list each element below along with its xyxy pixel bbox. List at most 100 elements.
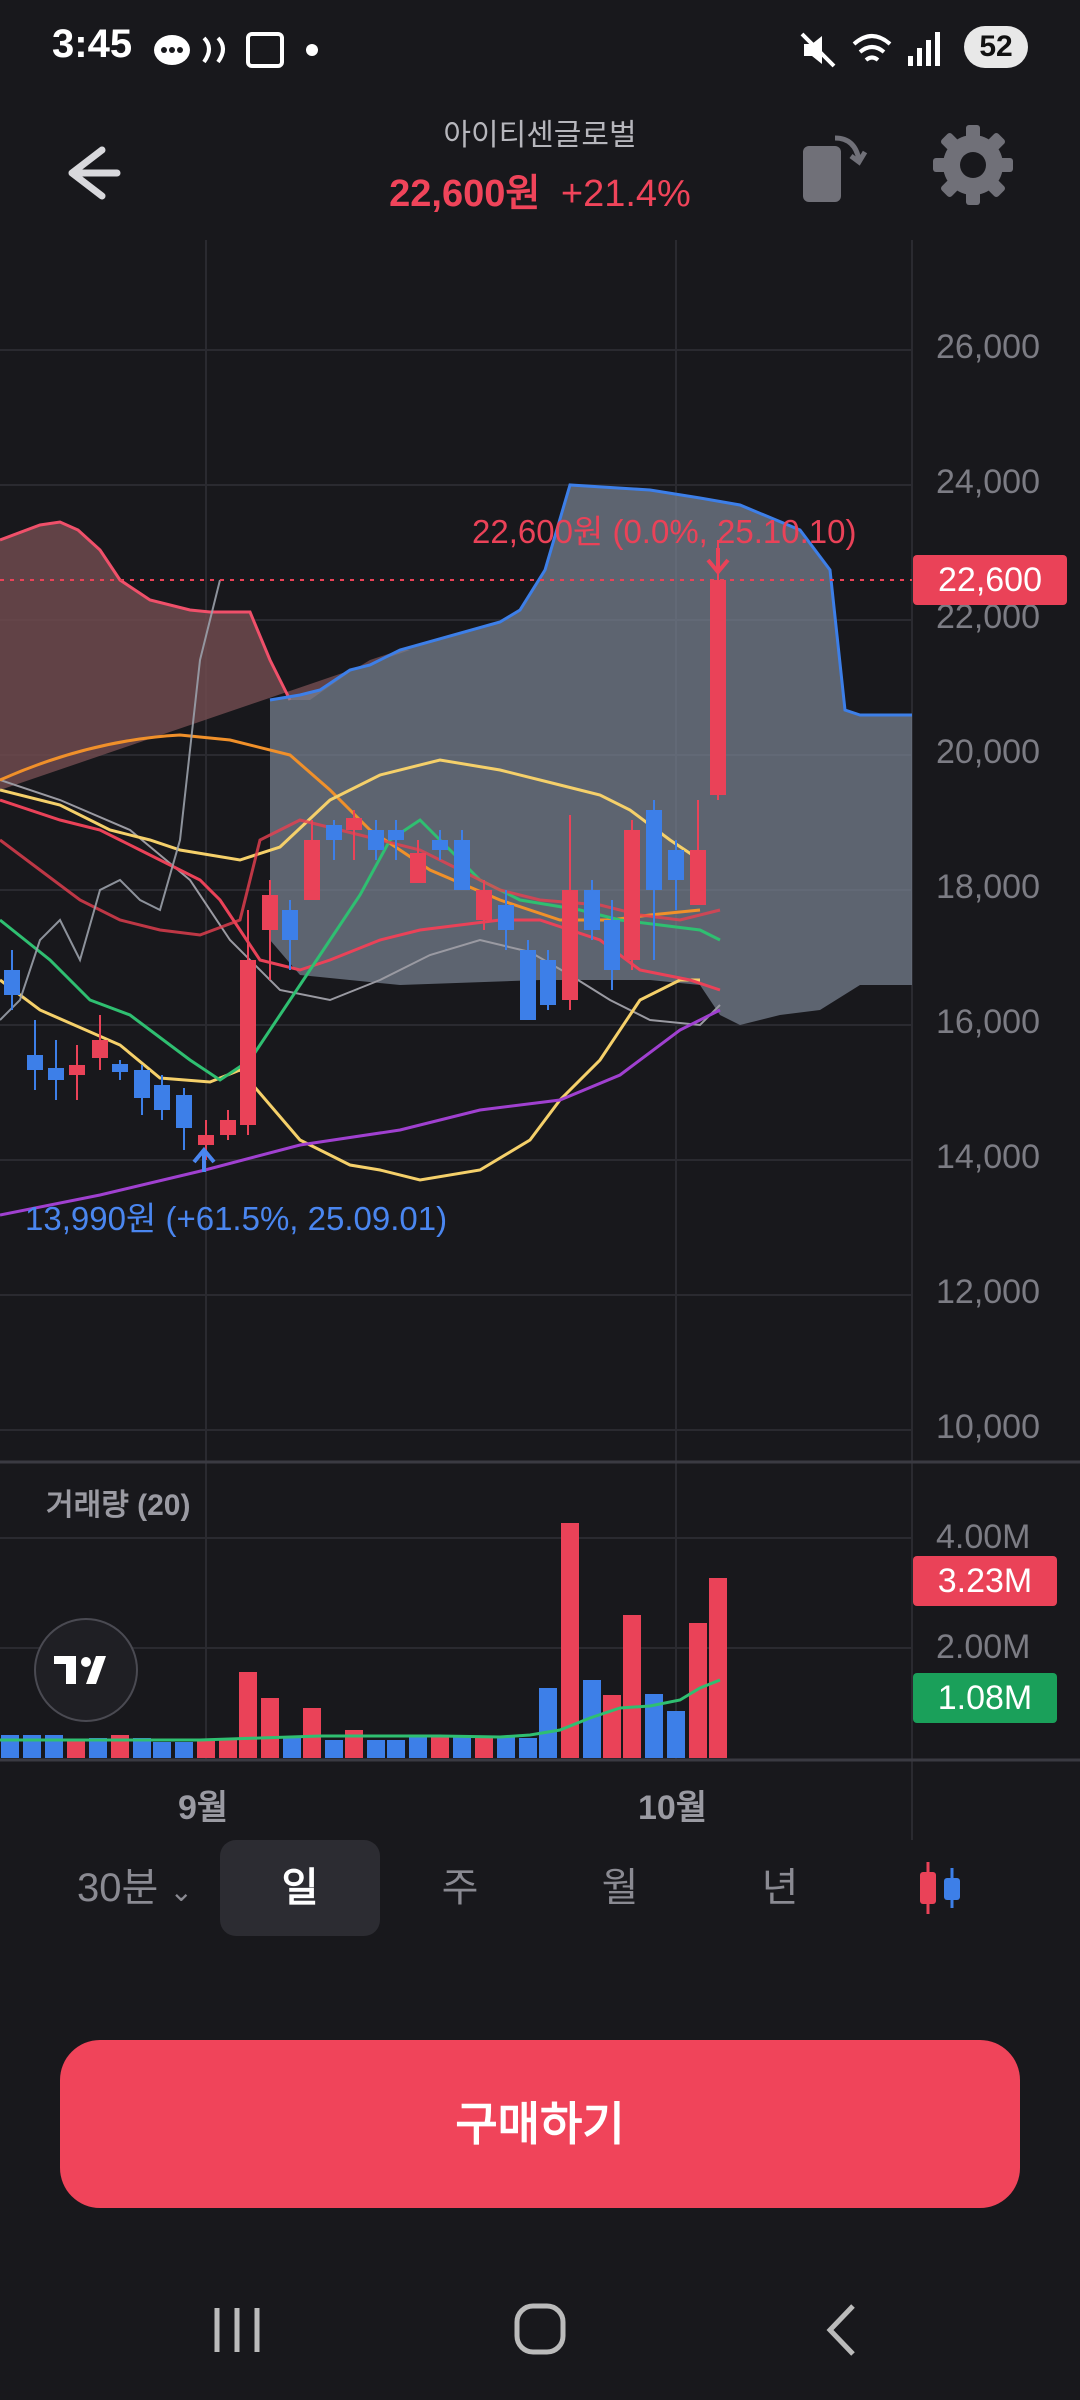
stock-name: 아이티센글로벌 — [443, 119, 637, 152]
signal-icon — [908, 32, 940, 66]
chevron-down-icon: ⌄ — [169, 1876, 193, 1907]
price-chart[interactable]: 26,000 24,000 22,000 20,000 18,000 16,00… — [0, 240, 1080, 1840]
candle-chart-icon[interactable] — [910, 1858, 970, 1918]
candle-body — [4, 970, 20, 995]
candle-body — [48, 1068, 64, 1080]
buy-button[interactable]: 구매하기 — [60, 2040, 1020, 2208]
low-annotation: 13,990원 (+61.5%, 25.09.01) — [25, 1200, 448, 1237]
battery-badge: 52 — [964, 26, 1028, 68]
candle-body — [710, 580, 726, 795]
candle-body — [646, 810, 662, 890]
candle-body — [198, 1135, 214, 1145]
back-button[interactable] — [42, 128, 132, 218]
current-price: 22,600원 — [389, 173, 541, 215]
candle-body — [388, 830, 404, 840]
candle-body — [240, 960, 256, 1125]
period-30min-dropdown[interactable]: 30분 ⌄ — [60, 1840, 210, 1936]
volume-bar — [23, 1735, 41, 1758]
volume-bar — [175, 1742, 193, 1758]
tab-month[interactable]: 월 — [601, 1866, 639, 1910]
volume-bar — [283, 1738, 301, 1758]
volume-bar — [519, 1738, 537, 1758]
volume-title: 거래량 (20) — [46, 1489, 191, 1522]
volume-bar — [583, 1680, 601, 1758]
candle-body — [304, 840, 320, 900]
candle-body — [454, 840, 470, 890]
candle-body — [668, 850, 684, 880]
candle-body — [134, 1070, 150, 1098]
volume-bar — [453, 1735, 471, 1758]
period-selector: 30분 ⌄ 일 주 월 년 — [0, 1840, 1080, 1940]
volume-badge-red: 3.23M — [913, 1556, 1057, 1606]
status-bar: 3:45 52 — [0, 0, 1080, 100]
price-tick: 12,000 — [936, 1273, 1040, 1311]
volume-bar — [111, 1735, 129, 1758]
volume-bar — [133, 1738, 151, 1758]
price-row: 22,600원 +21.4% — [290, 162, 790, 217]
candle-body — [520, 950, 536, 1020]
volume-bar — [475, 1738, 493, 1758]
rotate-screen-icon[interactable] — [795, 128, 875, 208]
volume-bar — [153, 1742, 171, 1758]
navigation-bar — [0, 2280, 1080, 2380]
tab-day[interactable]: 일 — [220, 1840, 380, 1936]
price-change: +21.4% — [560, 173, 691, 215]
volume-bar — [497, 1736, 515, 1758]
tab-week[interactable]: 주 — [441, 1866, 479, 1910]
candle-body — [604, 920, 620, 970]
stock-title: 아이티센글로벌 22,600원 +21.4% — [290, 110, 790, 217]
home-icon[interactable] — [505, 2300, 575, 2360]
candle-body — [562, 890, 578, 1000]
volume-bar — [623, 1615, 641, 1758]
price-tick: 14,000 — [936, 1138, 1040, 1176]
candle-body — [69, 1065, 85, 1075]
candlestick-chart[interactable] — [0, 240, 1080, 1840]
volume-bar — [561, 1523, 579, 1758]
volume-bar — [303, 1708, 321, 1758]
candle-body — [624, 830, 640, 960]
candle-body — [220, 1120, 236, 1135]
status-time: 3:45 — [52, 22, 133, 66]
candle-body — [410, 853, 426, 883]
month-label: 10월 — [638, 1789, 708, 1827]
candle-body — [690, 850, 706, 905]
volume-bar — [431, 1736, 449, 1758]
recent-apps-icon[interactable] — [202, 2300, 272, 2360]
tab-year[interactable]: 년 — [761, 1866, 799, 1910]
candle-body — [154, 1085, 170, 1110]
volume-bar — [67, 1740, 85, 1758]
month-label: 9월 — [178, 1789, 229, 1827]
volume-bar — [409, 1735, 427, 1758]
period-30min-label: 30분 — [77, 1866, 159, 1910]
candle-body — [540, 960, 556, 1005]
volume-bar — [325, 1740, 343, 1758]
header: 아이티센글로벌 22,600원 +21.4% — [0, 100, 1080, 240]
volume-bar — [345, 1730, 363, 1758]
volume-tick: 2.00M — [936, 1628, 1031, 1666]
candle-body — [282, 910, 298, 940]
tradingview-logo[interactable] — [34, 1618, 138, 1722]
status-right: 52 — [778, 22, 1028, 76]
price-tick: 10,000 — [936, 1408, 1040, 1446]
volume-bar — [261, 1698, 279, 1758]
candles[interactable] — [4, 540, 726, 1160]
high-annotation: 22,600원 (0.0%, 25.10.10) — [472, 513, 857, 550]
volume-bar — [709, 1578, 727, 1758]
volume-bar — [603, 1695, 621, 1758]
volume-bar — [645, 1694, 663, 1758]
volume-bar — [387, 1740, 405, 1758]
gear-icon[interactable] — [930, 122, 1016, 208]
notification-icons — [154, 32, 318, 68]
volume-bar — [239, 1672, 257, 1758]
back-nav-icon[interactable] — [808, 2300, 878, 2360]
candle-body — [346, 818, 362, 830]
candle-body — [368, 830, 384, 850]
mute-icon — [800, 32, 836, 68]
candle-body — [112, 1064, 128, 1072]
volume-bar — [1, 1735, 19, 1758]
current-price-badge: 22,600 — [913, 555, 1067, 605]
volume-tick: 4.00M — [936, 1518, 1031, 1556]
volume-bar — [539, 1688, 557, 1758]
price-tick: 16,000 — [936, 1003, 1040, 1041]
candle-body — [176, 1095, 192, 1128]
